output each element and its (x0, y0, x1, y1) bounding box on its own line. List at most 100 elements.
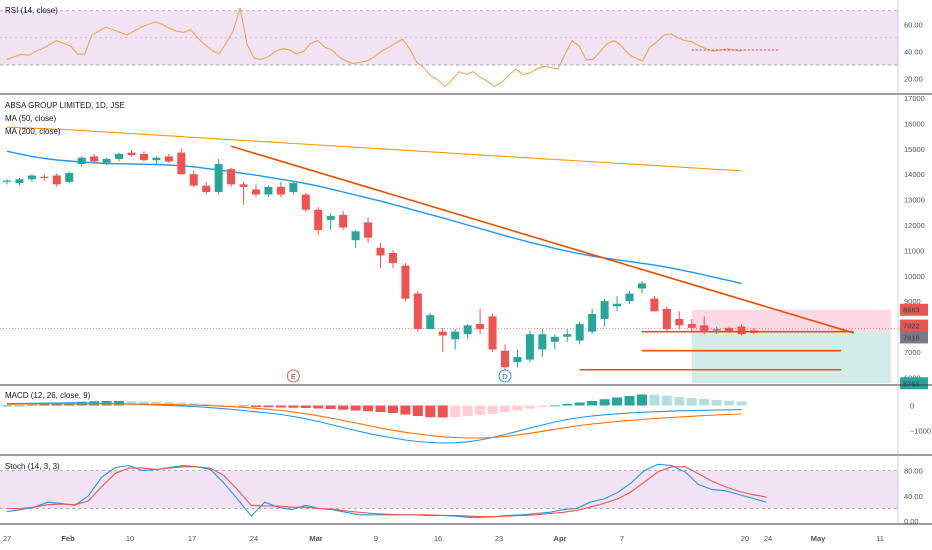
event-marker[interactable]: E (286, 369, 300, 383)
stoch-pane[interactable]: 80.00 40.00 0.00 (0, 463, 923, 526)
candle[interactable] (637, 280, 646, 294)
candle-body (725, 327, 734, 332)
candle[interactable] (525, 330, 534, 363)
candle[interactable] (326, 213, 335, 231)
candle-body (289, 183, 298, 192)
candle[interactable] (513, 349, 522, 368)
macd-histogram-bar (711, 400, 722, 406)
candle[interactable] (650, 296, 659, 312)
macd-histogram-bar (549, 405, 560, 407)
price-badge[interactable]: 5768 (900, 377, 928, 390)
candle[interactable] (164, 153, 173, 163)
candle-body (301, 194, 310, 210)
candle[interactable] (662, 306, 671, 332)
candle[interactable] (239, 181, 248, 205)
candle[interactable] (52, 172, 61, 187)
candle[interactable] (202, 181, 211, 195)
macd-histogram-bar (699, 399, 710, 406)
candle-body (476, 324, 485, 330)
time-tick-label: 16 (434, 534, 442, 543)
candle[interactable] (588, 308, 597, 335)
candle[interactable] (712, 326, 721, 335)
candle[interactable] (737, 324, 746, 336)
macd-title[interactable]: MACD (12, 26, close, 9) (5, 391, 91, 400)
trendline[interactable] (230, 145, 854, 334)
candle-body (625, 293, 634, 302)
rsi-pane[interactable]: 60.00 40.00 20.00 (0, 7, 923, 88)
candle[interactable] (575, 321, 584, 345)
candle[interactable] (90, 153, 99, 163)
stop-loss-zone[interactable] (691, 309, 891, 332)
macd-tick-label: 0 (910, 402, 914, 411)
rsi-title[interactable]: RSI (14, close) (5, 6, 58, 15)
ma200-legend[interactable]: MA (200, close) (5, 127, 61, 136)
candle-body (413, 293, 422, 330)
candle[interactable] (152, 156, 161, 165)
candle[interactable] (214, 158, 223, 195)
candle[interactable] (600, 298, 609, 327)
candle[interactable] (625, 291, 634, 304)
candle[interactable] (351, 230, 360, 248)
candle-body (426, 315, 435, 330)
candle[interactable] (488, 313, 497, 352)
candle[interactable] (426, 312, 435, 330)
candle[interactable] (102, 157, 111, 166)
candle[interactable] (77, 156, 86, 167)
price-badge[interactable]: 8663 (900, 303, 928, 316)
candle[interactable] (139, 151, 148, 162)
candle[interactable] (401, 263, 410, 302)
take-profit-zone[interactable] (691, 331, 891, 384)
event-marker-label: D (502, 372, 508, 381)
candle[interactable] (189, 170, 198, 187)
candle[interactable] (40, 174, 49, 181)
candle[interactable] (301, 193, 310, 213)
candle[interactable] (227, 167, 236, 187)
candle[interactable] (563, 329, 572, 342)
candle-body (501, 350, 509, 368)
candle[interactable] (501, 344, 509, 370)
time-tick-label: 23 (495, 534, 503, 543)
macd-histogram-bar (636, 394, 647, 406)
price-badge-label: 5768 (903, 379, 920, 388)
candle[interactable] (252, 184, 260, 198)
candle[interactable] (15, 178, 24, 186)
candle[interactable] (438, 327, 447, 352)
candle[interactable] (388, 250, 397, 269)
candle[interactable] (177, 148, 186, 175)
macd-pane[interactable]: 0 −1000 (2, 394, 931, 444)
candle[interactable] (339, 211, 348, 231)
candle[interactable] (613, 296, 622, 312)
price-badge[interactable]: 7810 (900, 331, 928, 344)
candle[interactable] (264, 185, 273, 198)
candle[interactable] (3, 179, 11, 185)
candle[interactable] (687, 318, 696, 332)
event-marker[interactable]: D (498, 369, 512, 383)
candle[interactable] (413, 291, 422, 332)
macd-histogram-bar (437, 405, 448, 418)
candle[interactable] (538, 329, 547, 358)
candle[interactable] (376, 242, 385, 269)
price-tick-label: 14000 (904, 170, 925, 179)
candle[interactable] (451, 329, 460, 350)
candle[interactable] (463, 324, 472, 340)
candle[interactable] (675, 311, 684, 330)
candle[interactable] (314, 207, 323, 236)
price-pane[interactable]: E D 17000 16000 15000 14000 13000 12000 11000 100… (0, 94, 928, 390)
chart-title[interactable]: ABSA GROUP LIMITED, 1D, JSE (5, 101, 125, 110)
candle[interactable] (65, 171, 74, 184)
price-badge[interactable]: 7922 (900, 319, 928, 332)
macd-histogram-bar (14, 405, 25, 407)
stoch-title[interactable]: Stoch (14, 3, 3) (5, 462, 60, 471)
candle[interactable] (27, 174, 36, 182)
candle[interactable] (127, 150, 136, 157)
macd-histogram-bar (39, 404, 50, 406)
candle[interactable] (276, 181, 285, 198)
ma50-legend[interactable]: MA (50, close) (5, 114, 56, 123)
candle[interactable] (115, 152, 124, 162)
candle[interactable] (476, 308, 485, 335)
candle[interactable] (550, 334, 559, 350)
candle[interactable] (364, 217, 373, 243)
candle[interactable] (289, 181, 298, 195)
candle-body (463, 325, 472, 335)
